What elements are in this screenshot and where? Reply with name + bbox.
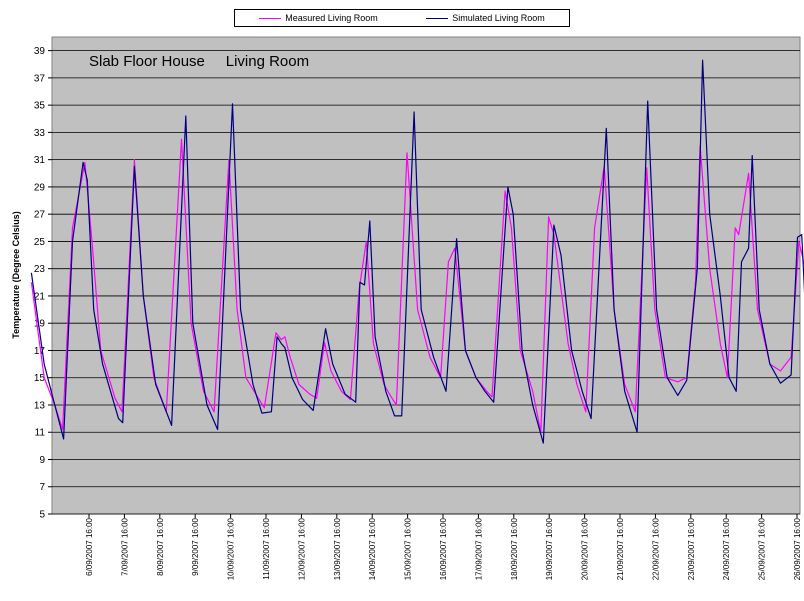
gridlines — [52, 50, 800, 515]
x-tick-label: 19/09/2007 16:00 — [545, 517, 554, 580]
y-axis: 5 7 9 11 13 15 17 19 21 23 25 27 29 31 33 35 37 39 — [34, 46, 52, 521]
x-tick-label: 22/09/2007 16:00 — [651, 517, 660, 580]
y-tick-label: 19 — [34, 319, 46, 330]
y-axis-label: Temperature (Degree Celsius) — [11, 211, 21, 338]
y-tick-label: 7 — [39, 482, 45, 493]
legend-label-measured: Measured Living Room — [285, 13, 378, 23]
y-tick-label: 21 — [34, 291, 46, 302]
legend-swatch-measured — [259, 17, 282, 19]
x-axis: 6/09/2007 16:00 7/09/2007 16:00 8/09/2007 … — [85, 514, 802, 580]
x-tick-label: 10/09/2007 16:00 — [227, 517, 236, 580]
legend-item-measured: Measured Living Room — [259, 13, 378, 23]
y-tick-label: 11 — [35, 428, 46, 439]
x-tick-label: 12/09/2007 16:00 — [297, 517, 306, 580]
y-tick-label: 31 — [34, 155, 46, 166]
y-tick-label: 23 — [34, 264, 46, 275]
x-tick-label: 6/09/2007 16:00 — [85, 517, 94, 575]
x-tick-label: 17/09/2007 16:00 — [474, 517, 483, 580]
y-tick-label: 9 — [39, 455, 45, 466]
x-tick-label: 9/09/2007 16:00 — [191, 517, 200, 575]
x-tick-label: 7/09/2007 16:00 — [120, 517, 129, 575]
x-tick-label: 13/09/2007 16:00 — [333, 517, 342, 580]
x-tick-label: 14/09/2007 16:00 — [368, 517, 377, 580]
x-tick-label: 16/09/2007 16:00 — [439, 517, 448, 580]
y-tick-label: 15 — [34, 373, 46, 384]
x-tick-label: 15/09/2007 16:00 — [404, 517, 413, 580]
y-tick-label: 37 — [34, 73, 46, 84]
chart-legend: Measured Living Room Simulated Living Ro… — [234, 9, 570, 27]
x-tick-label: 24/09/2007 16:00 — [722, 517, 731, 580]
y-tick-label: 39 — [34, 46, 46, 57]
x-tick-label: 11/09/2007 16:00 — [262, 517, 271, 579]
x-tick-label: 18/09/2007 16:00 — [510, 517, 519, 580]
x-tick-label: 26/09/2007 16:00 — [793, 517, 802, 580]
legend-swatch-simulated — [426, 17, 449, 19]
x-tick-label: 23/09/2007 16:00 — [687, 517, 696, 580]
y-tick-label: 13 — [34, 400, 46, 411]
y-tick-label: 29 — [34, 182, 46, 193]
y-tick-label: 25 — [34, 237, 46, 248]
x-tick-label: 20/09/2007 16:00 — [581, 517, 590, 580]
legend-label-simulated: Simulated Living Room — [452, 13, 545, 23]
x-tick-label: 21/09/2007 16:00 — [616, 517, 625, 580]
series-line-simulated — [30, 59, 804, 444]
y-tick-label: 33 — [34, 128, 46, 139]
series-lines — [30, 59, 804, 444]
chart-annotation: Slab Floor House Living Room — [89, 53, 309, 70]
y-tick-label: 35 — [34, 101, 46, 112]
y-tick-label: 17 — [34, 346, 46, 357]
legend-item-simulated: Simulated Living Room — [426, 13, 545, 23]
x-tick-label: 8/09/2007 16:00 — [156, 517, 165, 575]
plot-area — [51, 36, 801, 515]
x-tick-label: 25/09/2007 16:00 — [758, 517, 767, 580]
y-tick-label: 27 — [34, 210, 46, 221]
y-tick-label: 5 — [39, 510, 45, 521]
